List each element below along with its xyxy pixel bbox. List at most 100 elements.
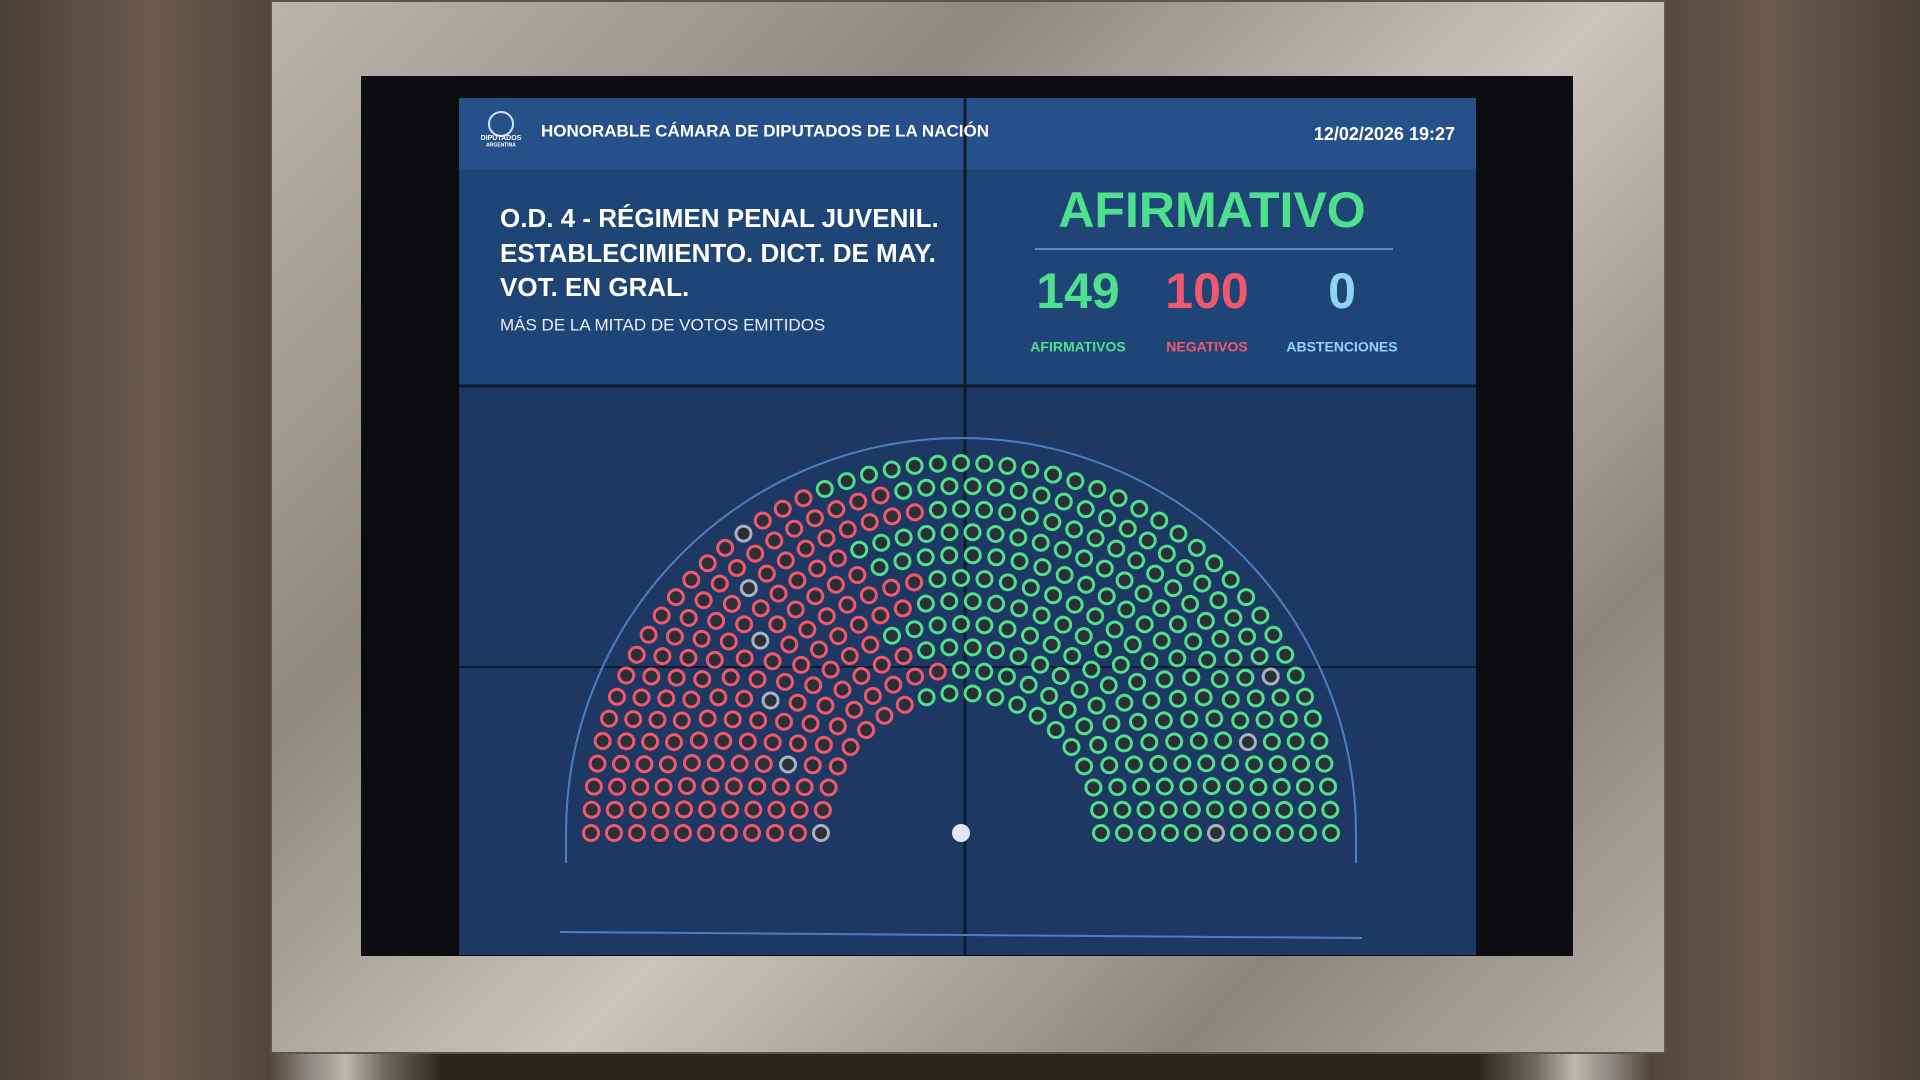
seat-face	[1143, 736, 1156, 749]
seat-face	[1182, 780, 1195, 793]
seat-face	[752, 714, 765, 727]
seat-face	[943, 549, 956, 562]
seat-face	[943, 687, 956, 700]
seat-face	[793, 803, 806, 816]
seat-face	[697, 594, 710, 607]
seat-face	[1227, 611, 1240, 624]
seat-face	[1141, 827, 1153, 839]
seat-face	[620, 669, 633, 682]
seat-face	[678, 803, 691, 816]
seat-face	[1011, 698, 1024, 711]
seat-face	[742, 582, 755, 595]
seat-face	[797, 492, 810, 505]
seat-face	[1118, 696, 1131, 709]
seat-face	[1078, 760, 1091, 773]
seat-face	[1271, 758, 1284, 771]
seat-face	[1001, 576, 1014, 589]
seat-face	[682, 611, 695, 624]
seat-face	[1089, 610, 1102, 623]
seat-face	[1061, 703, 1074, 716]
seat-face	[920, 644, 933, 657]
seat-face	[764, 694, 777, 707]
seat-face	[1200, 757, 1213, 770]
seat-face	[1240, 591, 1253, 604]
seat-face	[1130, 554, 1143, 567]
seat-face	[708, 653, 721, 666]
seat-face	[1208, 712, 1221, 725]
seat-face	[769, 827, 781, 839]
seat-face	[638, 758, 651, 771]
seat-face	[955, 572, 967, 584]
seat-face	[1024, 581, 1037, 594]
seat-face	[860, 723, 873, 736]
seat-face	[1241, 630, 1254, 643]
seat-face	[1118, 827, 1130, 839]
seat-face	[990, 551, 1003, 564]
seat-face	[806, 759, 819, 772]
seat-face	[1066, 650, 1079, 663]
seat-face	[635, 691, 648, 704]
seat-face	[1172, 527, 1185, 540]
seat-face	[1196, 577, 1209, 590]
president-seat	[952, 824, 970, 842]
seat-face	[1210, 827, 1222, 839]
seat-face	[1034, 658, 1047, 671]
seat-face	[738, 618, 751, 631]
seat-face	[878, 709, 891, 722]
tally-count: 0	[1328, 263, 1356, 319]
seat-face	[807, 679, 820, 692]
tally-label: AFIRMATIVOS	[1030, 339, 1125, 355]
seat-face	[782, 758, 795, 771]
seat-face	[908, 623, 921, 636]
seat-face	[1034, 536, 1047, 549]
seat-face	[1036, 561, 1049, 574]
seat-face	[770, 803, 783, 816]
seat-face	[862, 589, 875, 602]
seat-face	[1138, 618, 1151, 631]
seat-face	[1127, 758, 1140, 771]
seat-face	[1120, 603, 1133, 616]
seat-face	[1168, 735, 1181, 748]
seat-face	[1013, 602, 1026, 615]
seat-face	[701, 712, 714, 725]
seat-face	[931, 619, 944, 632]
seat-face	[1190, 541, 1203, 554]
seat-face	[776, 502, 789, 515]
tally-label: ABSTENCIONES	[1286, 339, 1397, 355]
seat-face	[1131, 715, 1144, 728]
seat-face	[799, 542, 812, 555]
seat-face	[642, 628, 655, 641]
seat-face	[1187, 635, 1200, 648]
seat-face	[1241, 736, 1254, 749]
seat-face	[677, 827, 689, 839]
seat-face	[978, 457, 991, 470]
seat-face	[966, 595, 979, 608]
seat-face	[978, 503, 991, 516]
seat-face	[853, 543, 866, 556]
seat-face	[1108, 623, 1121, 636]
seat-face	[1057, 618, 1070, 631]
seat-face	[830, 503, 843, 516]
motion-line: ESTABLECIMIENTO. DICT. DE MAY.	[500, 238, 936, 268]
seat-face	[722, 635, 735, 648]
seat-face	[931, 665, 944, 678]
datetime: 12/02/2026 19:27	[1314, 124, 1455, 144]
seat-face	[608, 827, 620, 839]
seat-face	[809, 590, 822, 603]
seat-face	[1274, 691, 1287, 704]
seat-face	[1234, 714, 1247, 727]
seat-face	[836, 683, 849, 696]
seat-face	[966, 641, 979, 654]
seat-face	[724, 803, 737, 816]
seat-face	[1171, 692, 1184, 705]
seat-face	[1176, 757, 1189, 770]
seat-face	[1023, 510, 1036, 523]
seat-face	[966, 526, 979, 539]
seat-face	[1224, 573, 1237, 586]
seat-face	[655, 609, 668, 622]
seat-face	[789, 603, 802, 616]
seat-face	[1164, 827, 1176, 839]
seat-face	[738, 692, 751, 705]
seat-face	[1313, 734, 1326, 747]
seat-face	[1224, 756, 1237, 769]
